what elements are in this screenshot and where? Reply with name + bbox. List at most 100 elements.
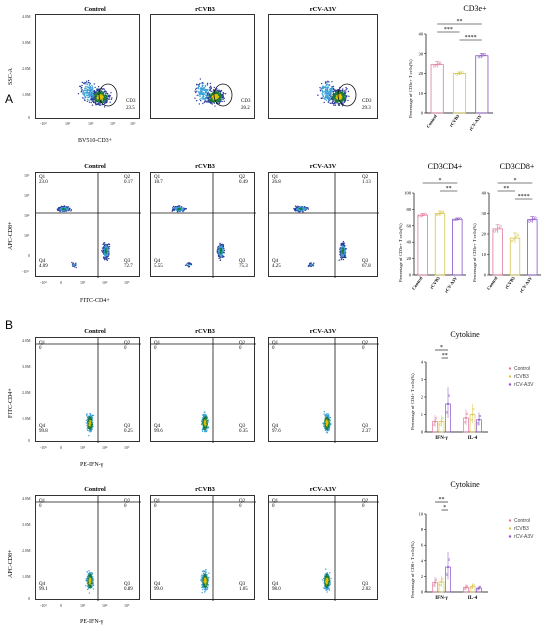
event-dot [334,98,337,100]
gate-label: CD3 [126,99,136,104]
q1-label: Q1 0 [154,499,161,509]
cell-cluster [200,411,210,433]
event-dot [323,413,325,415]
data-point [432,423,436,426]
event-dot [344,100,346,102]
event-dot [90,101,92,104]
event-dot [202,92,205,94]
event-dot [108,243,111,246]
event-dot [210,86,212,88]
event-dot [204,577,207,580]
ytick: 4.0M [22,496,31,501]
event-dot [104,99,106,102]
cell-cluster [85,570,95,594]
q4-label: Q4 99.6 [154,424,163,434]
event-dot [175,207,178,209]
event-dot [326,589,328,591]
event-dot [347,99,349,102]
event-dot [342,256,344,259]
event-dot [105,256,108,258]
event-dot [207,88,209,91]
event-dot [327,96,329,98]
ytick: 10⁵ [24,193,30,198]
legend-swatch [508,383,512,386]
event-dot [328,423,330,425]
event-dot [331,81,333,83]
legend-label: rCV-A3V [514,382,534,388]
event-dot [106,254,109,256]
event-dot [326,591,328,593]
event-dot [219,242,221,245]
bar [452,218,463,276]
event-dot [105,102,107,104]
event-dot [184,264,187,266]
event-dot [338,259,340,261]
event-dot [181,208,183,211]
event-dot [210,87,212,90]
event-dot [91,88,94,90]
event-dot [328,428,331,430]
cyto2-title: Cytokine [450,480,480,489]
row3-xlabel: PE-IFN-γ [80,462,104,468]
event-dot [59,206,61,209]
event-dot [91,414,93,416]
event-dot [92,100,94,103]
event-dot [204,426,206,429]
y-tick-label: 0 [484,273,487,278]
event-dot [326,586,328,589]
event-dot [89,578,92,580]
event-dot [327,98,329,100]
gate-value: 23.5 [126,106,135,111]
ytick: 1.0M [22,92,31,97]
bar [475,55,489,114]
event-dot [90,426,92,428]
event-dot [215,89,217,91]
event-dot [73,266,76,268]
event-dot [340,255,343,257]
event-dot [325,99,328,101]
event-dot [92,101,95,104]
event-dot [105,100,108,103]
event-dot [340,94,342,97]
event-dot [331,88,333,91]
event-dot [182,210,184,213]
event-dot [101,88,104,90]
event-dot [215,91,217,93]
event-dot [90,88,93,90]
event-dot [60,205,63,208]
event-dot [85,580,87,582]
event-dot [204,576,206,578]
event-dot [301,208,303,211]
event-dot [87,420,90,423]
event-dot [91,86,94,88]
event-dot [105,243,107,246]
event-dot [207,99,209,102]
event-dot [88,89,90,91]
data-point [528,220,531,223]
q1-label: Q1 18.7 [154,175,163,185]
data-point [471,585,474,588]
event-dot [201,591,203,594]
event-dot [99,104,101,106]
event-dot [86,427,88,430]
data-point [446,402,450,406]
q3-label: Q3 0.89 [124,582,133,592]
event-dot [90,579,92,581]
event-dot [310,263,313,266]
event-dot [221,247,224,249]
event-dot [321,97,324,99]
event-dot [205,588,207,591]
event-dot [340,251,343,253]
event-dot [326,87,329,90]
event-dot [104,249,106,252]
event-dot [202,424,205,426]
data-point [445,573,449,576]
event-dot [88,426,90,428]
data-point [440,580,443,584]
event-dot [325,88,327,91]
event-dot [90,422,93,424]
event-dot [95,94,97,96]
y-tick-label: 4 [421,558,424,563]
ytick: 1.0M [22,416,31,421]
event-dot [202,588,204,591]
